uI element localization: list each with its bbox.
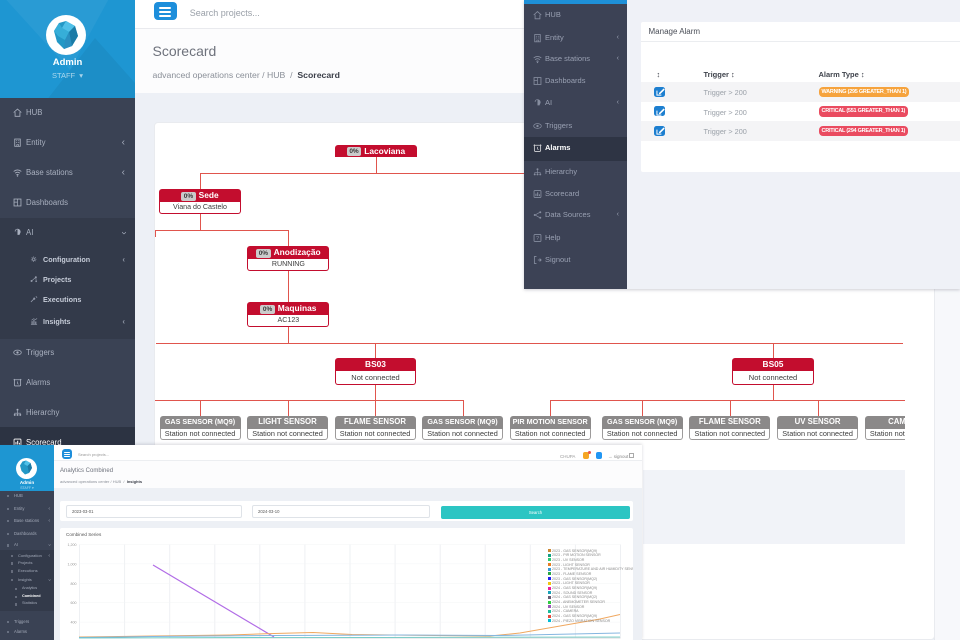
svg-text:?: ? xyxy=(536,236,539,242)
svg-text:1,200: 1,200 xyxy=(68,543,77,547)
svg-text:400: 400 xyxy=(71,621,77,625)
svg-text:1,000: 1,000 xyxy=(68,562,77,566)
svg-text:600: 600 xyxy=(71,601,77,605)
svg-text:800: 800 xyxy=(71,582,77,586)
